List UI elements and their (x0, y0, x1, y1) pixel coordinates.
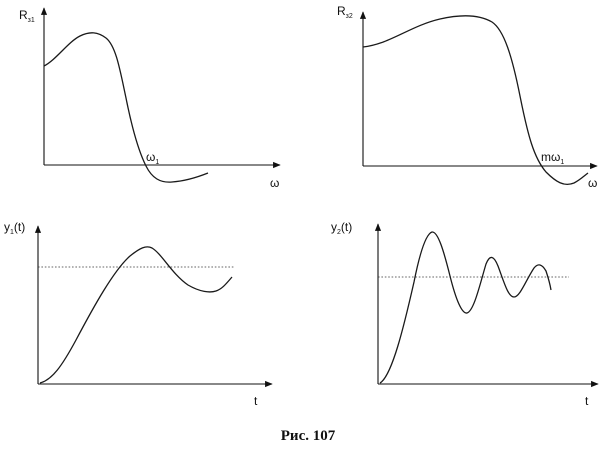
panel-r2: Rз2 mω1 ω (337, 4, 598, 190)
r1-y-label: Rз1 (19, 8, 35, 24)
panel-r1: Rз1 ω1 ω (19, 7, 281, 190)
figure-caption: Рис. 107 (280, 428, 336, 444)
y1-x-label: t (254, 394, 258, 408)
y1-y-label: y1(t) (4, 220, 25, 236)
r2-frequency-curve (362, 15, 589, 186)
r2-y-label: Rз2 (337, 4, 353, 20)
y2-x-label: t (585, 394, 589, 408)
y1-step-response (39, 246, 233, 384)
panel-y1: y1(t) t (4, 220, 273, 408)
y2-step-response (379, 231, 552, 384)
y2-y-label: y2(t) (331, 220, 352, 236)
r2-crossing-label: mω1 (541, 150, 564, 166)
r1-x-label: ω (270, 176, 279, 190)
r1-crossing-label: ω1 (146, 150, 159, 166)
r2-x-label: ω (588, 176, 597, 190)
panel-y2: y2(t) t (331, 220, 599, 408)
r1-frequency-curve (43, 32, 209, 183)
